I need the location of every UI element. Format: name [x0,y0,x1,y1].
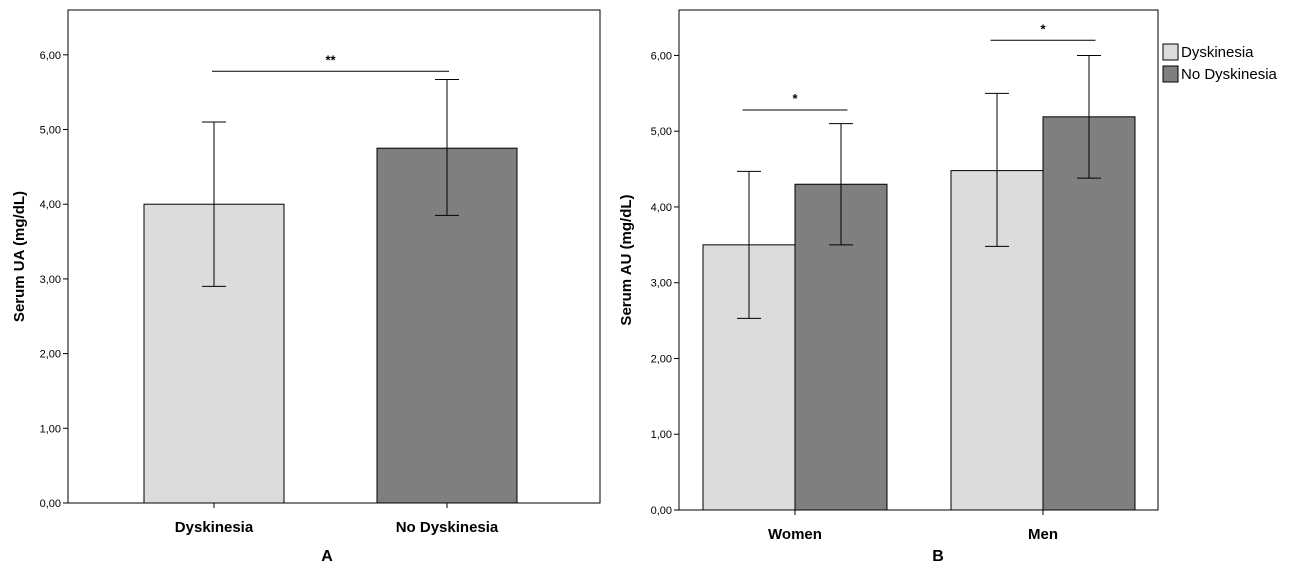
panel-b-chart: 0,00 1,00 2,00 3,00 4,00 5,00 6,00 Women Men Seru… [618,9,1278,565]
y-tick-label: 3,00 [40,274,61,286]
y-tick-label: 3,00 [651,278,672,290]
y-tick-label: 5,00 [40,125,61,137]
plot-frame [67,9,601,504]
y-tick-label: 4,00 [651,202,672,214]
legend-label: No Dyskinesia [1181,66,1278,83]
y-tick-label: 2,00 [651,353,672,365]
y-axis-title: Serum UA (mg/dL) [11,191,28,322]
y-tick-label: 6,00 [651,50,672,62]
x-category-label: Dyskinesia [175,519,254,536]
significance-label: * [792,91,798,106]
legend-swatch [1162,43,1179,61]
x-category-label: Men [1028,526,1058,543]
legend-swatch [1162,65,1179,83]
x-category-label: No Dyskinesia [396,519,499,536]
y-tick-label: 1,00 [651,429,672,441]
bar [1042,116,1136,511]
y-tick-label: 0,00 [40,498,61,510]
panel-label: B [932,548,944,565]
legend: Dyskinesia No Dyskinesia [1162,43,1278,83]
legend-label: Dyskinesia [1181,44,1254,61]
x-category-label: Women [768,526,822,543]
y-axis-title: Serum AU (mg/dL) [618,194,635,325]
plot-frame [678,9,1159,511]
panel-a-chart: 0,00 1,00 2,00 3,00 4,00 5,00 6,00 Dyskinesia No… [11,9,601,565]
y-tick-label: 4,00 [40,199,61,211]
y-tick-label: 6,00 [40,50,61,62]
y-tick-label: 0,00 [651,505,672,517]
y-tick-label: 1,00 [40,423,61,435]
y-tick-label: 2,00 [40,349,61,361]
significance-label: * [1040,21,1046,36]
y-tick-label: 5,00 [651,126,672,138]
panel-label: A [321,548,333,565]
significance-label: ** [325,52,336,67]
